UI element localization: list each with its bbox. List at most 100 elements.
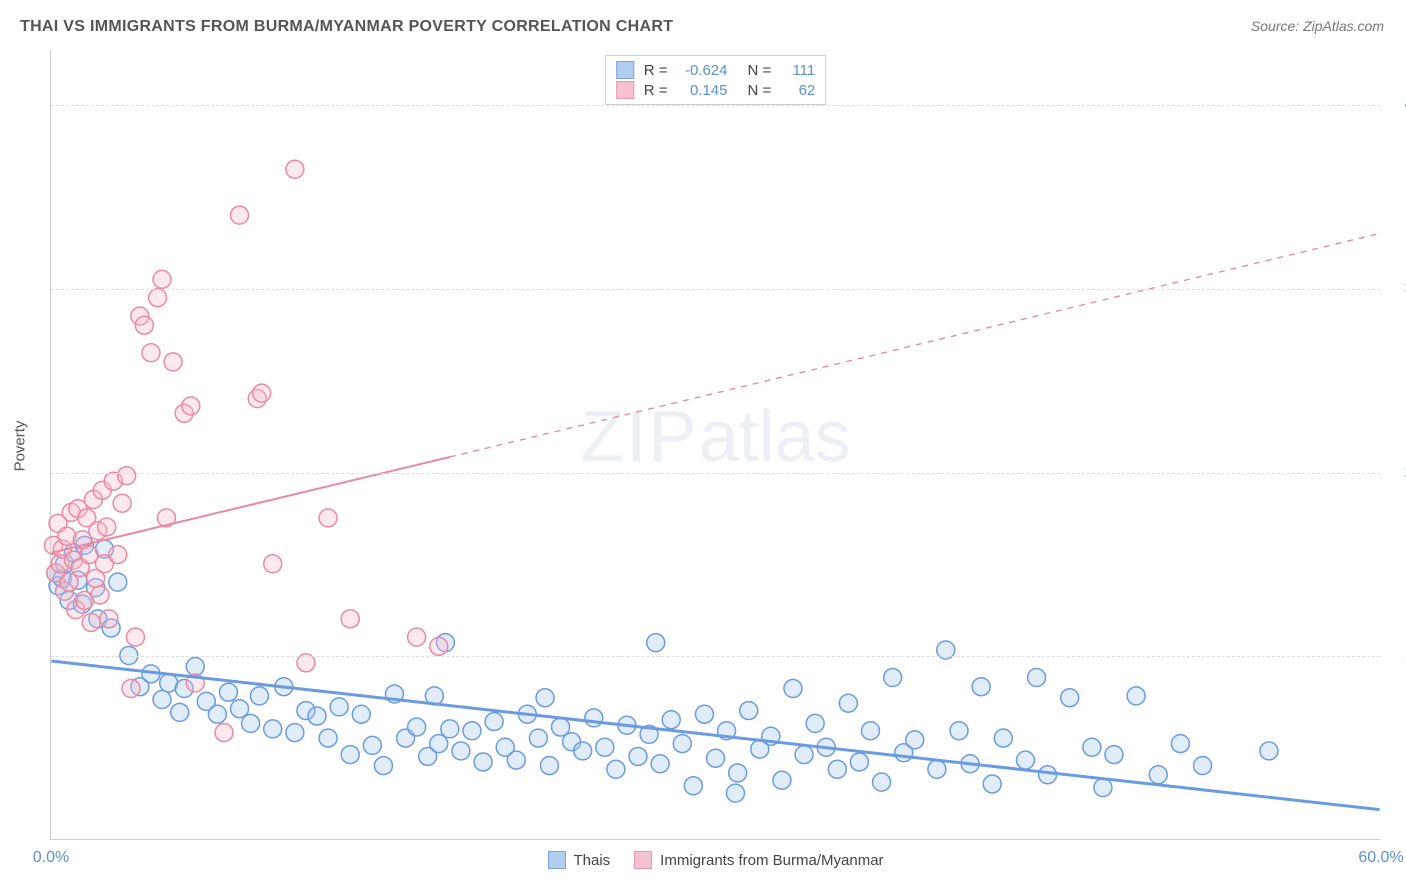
data-point <box>707 749 725 767</box>
data-point <box>142 344 160 362</box>
legend-bottom: Thais Immigrants from Burma/Myanmar <box>547 851 883 869</box>
data-point <box>529 729 547 747</box>
data-point <box>1149 766 1167 784</box>
data-point <box>507 751 525 769</box>
data-point <box>1039 766 1057 784</box>
data-point <box>441 720 459 738</box>
data-point <box>585 709 603 727</box>
data-point <box>1016 751 1034 769</box>
data-point <box>109 546 127 564</box>
data-point <box>740 702 758 720</box>
data-point <box>100 610 118 628</box>
data-point <box>264 555 282 573</box>
data-point <box>647 634 665 652</box>
data-point <box>983 775 1001 793</box>
data-point <box>286 724 304 742</box>
data-point <box>1061 689 1079 707</box>
data-point <box>242 714 260 732</box>
data-point <box>341 746 359 764</box>
trend-line <box>51 457 449 553</box>
legend-swatch <box>634 851 652 869</box>
plot-svg <box>51 50 1380 839</box>
data-point <box>153 691 171 709</box>
data-point <box>126 628 144 646</box>
grid-line <box>51 473 1380 474</box>
data-point <box>135 316 153 334</box>
stat-r-value: 0.145 <box>678 82 728 99</box>
data-point <box>186 658 204 676</box>
grid-line <box>51 656 1380 657</box>
data-point <box>1194 757 1212 775</box>
y-tick-label: 30.0% <box>1390 280 1406 298</box>
data-point <box>474 753 492 771</box>
legend-label: Thais <box>573 852 610 869</box>
y-tick-label: 40.0% <box>1390 96 1406 114</box>
data-point <box>250 687 268 705</box>
stat-r-label: R = <box>644 82 668 99</box>
data-point <box>540 757 558 775</box>
stat-swatch <box>616 61 634 79</box>
data-point <box>82 613 100 631</box>
stat-swatch <box>616 81 634 99</box>
source-label: Source: ZipAtlas.com <box>1251 18 1384 34</box>
data-point <box>806 714 824 732</box>
data-point <box>208 705 226 723</box>
legend-item: Thais <box>547 851 610 869</box>
data-point <box>408 718 426 736</box>
stats-box: R =-0.624N =111R =0.145N =62 <box>605 55 827 105</box>
y-tick-label: 10.0% <box>1390 647 1406 665</box>
data-point <box>363 736 381 754</box>
data-point <box>828 760 846 778</box>
data-point <box>164 353 182 371</box>
data-point <box>784 680 802 698</box>
data-point <box>574 742 592 760</box>
data-point <box>861 722 879 740</box>
data-point <box>308 707 326 725</box>
data-point <box>463 722 481 740</box>
data-point <box>536 689 554 707</box>
data-point <box>673 735 691 753</box>
x-tick-label: 60.0% <box>1358 849 1403 867</box>
data-point <box>153 270 171 288</box>
data-point <box>906 731 924 749</box>
stat-r-label: R = <box>644 62 668 79</box>
data-point <box>122 680 140 698</box>
chart-title: THAI VS IMMIGRANTS FROM BURMA/MYANMAR PO… <box>20 18 673 36</box>
data-point <box>1028 669 1046 687</box>
data-point <box>607 760 625 778</box>
data-point <box>972 678 990 696</box>
data-point <box>795 746 813 764</box>
data-point <box>231 206 249 224</box>
plot-area: ZIPatlas R =-0.624N =111R =0.145N =62 Th… <box>50 50 1380 840</box>
chart-container: THAI VS IMMIGRANTS FROM BURMA/MYANMAR PO… <box>0 0 1406 892</box>
legend-label: Immigrants from Burma/Myanmar <box>660 852 883 869</box>
legend-item: Immigrants from Burma/Myanmar <box>634 851 883 869</box>
data-point <box>264 720 282 738</box>
data-point <box>726 784 744 802</box>
stat-n-label: N = <box>748 82 772 99</box>
stats-row: R =-0.624N =111 <box>616 60 816 80</box>
data-point <box>182 397 200 415</box>
stat-n-value: 111 <box>781 62 815 79</box>
data-point <box>1083 738 1101 756</box>
data-point <box>1094 779 1112 797</box>
data-point <box>1171 735 1189 753</box>
data-point <box>629 747 647 765</box>
data-point <box>149 289 167 307</box>
data-point <box>98 518 116 536</box>
data-point <box>452 742 470 760</box>
y-axis-label: Poverty <box>12 421 29 472</box>
data-point <box>485 713 503 731</box>
grid-line <box>51 105 1380 106</box>
data-point <box>118 467 136 485</box>
data-point <box>1260 742 1278 760</box>
data-point <box>341 610 359 628</box>
trend-line-dashed <box>450 233 1380 456</box>
data-point <box>928 760 946 778</box>
data-point <box>994 729 1012 747</box>
data-point <box>684 777 702 795</box>
data-point <box>695 705 713 723</box>
data-point <box>884 669 902 687</box>
grid-line <box>51 289 1380 290</box>
legend-swatch <box>547 851 565 869</box>
